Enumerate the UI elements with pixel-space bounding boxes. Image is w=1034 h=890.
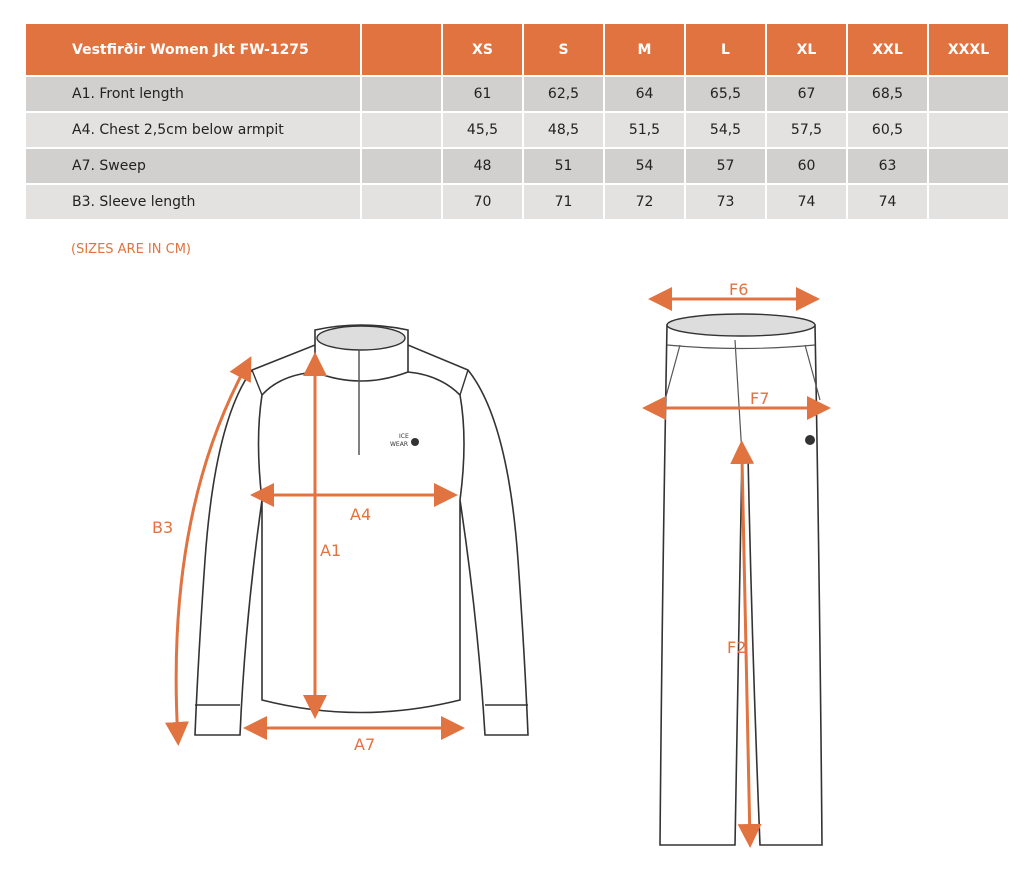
- f6-label: F6: [729, 280, 748, 299]
- blank-cell: [362, 77, 441, 111]
- cell: 65,5: [686, 77, 765, 111]
- units-note: (SIZES ARE IN CM): [71, 242, 191, 257]
- a4-label: A4: [350, 505, 371, 524]
- f2-arrow: [730, 440, 762, 848]
- logo-icon: [411, 438, 419, 446]
- cell: [929, 77, 1008, 111]
- a1-label: A1: [320, 541, 341, 560]
- cell: 63: [848, 149, 927, 183]
- cell: 45,5: [443, 113, 522, 147]
- product-title: Vestfirðir Women Jkt FW-1275: [26, 24, 360, 75]
- cell: [929, 149, 1008, 183]
- blank-cell: [362, 185, 441, 219]
- cell: 48,5: [524, 113, 603, 147]
- cell: 57,5: [767, 113, 846, 147]
- cell: 71: [524, 185, 603, 219]
- blank-cell: [362, 113, 441, 147]
- blank-cell: [362, 149, 441, 183]
- cell: 60,5: [848, 113, 927, 147]
- pants-logo-icon: [805, 435, 815, 445]
- cell: 54,5: [686, 113, 765, 147]
- row-label: A1. Front length: [26, 77, 360, 111]
- cell: 48: [443, 149, 522, 183]
- cell: 64: [605, 77, 684, 111]
- table-row: B3. Sleeve length 70 71 72 73 74 74: [26, 185, 1008, 219]
- size-header: XXL: [848, 24, 927, 75]
- cell: 51,5: [605, 113, 684, 147]
- header-row: Vestfirðir Women Jkt FW-1275 XS S M L XL…: [26, 24, 1008, 75]
- ice-wear-logo: ICE: [399, 433, 409, 440]
- table-row: A4. Chest 2,5cm below armpit 45,5 48,5 51,…: [26, 113, 1008, 147]
- ice-wear-logo-text: WEAR: [390, 441, 408, 448]
- cell: 70: [443, 185, 522, 219]
- size-header: L: [686, 24, 765, 75]
- cell: 68,5: [848, 77, 927, 111]
- table-row: A1. Front length 61 62,5 64 65,5 67 68,5: [26, 77, 1008, 111]
- table-row: A7. Sweep 48 51 54 57 60 63: [26, 149, 1008, 183]
- cell: 62,5: [524, 77, 603, 111]
- size-header: XXXL: [929, 24, 1008, 75]
- size-header: XL: [767, 24, 846, 75]
- jacket-drawing: ICE WEAR: [194, 324, 529, 736]
- cell: 72: [605, 185, 684, 219]
- cell: [929, 113, 1008, 147]
- row-label: B3. Sleeve length: [26, 185, 360, 219]
- cell: 73: [686, 185, 765, 219]
- b3-label: B3: [152, 518, 173, 537]
- size-header: M: [605, 24, 684, 75]
- blank-header: [362, 24, 441, 75]
- cell: 51: [524, 149, 603, 183]
- cell: 54: [605, 149, 684, 183]
- cell: [929, 185, 1008, 219]
- cell: 74: [767, 185, 846, 219]
- cell: 61: [443, 77, 522, 111]
- cell: 74: [848, 185, 927, 219]
- size-chart-table: Vestfirðir Women Jkt FW-1275 XS S M L XL…: [24, 22, 1010, 221]
- b3-arrow: [164, 356, 252, 746]
- row-label: A4. Chest 2,5cm below armpit: [26, 113, 360, 147]
- size-header: XS: [443, 24, 522, 75]
- f7-label: F7: [750, 389, 769, 408]
- pants-drawing: [659, 313, 823, 846]
- f2-label: F2: [727, 638, 746, 657]
- cell: 57: [686, 149, 765, 183]
- a7-label: A7: [354, 735, 375, 754]
- row-label: A7. Sweep: [26, 149, 360, 183]
- size-header: S: [524, 24, 603, 75]
- cell: 60: [767, 149, 846, 183]
- cell: 67: [767, 77, 846, 111]
